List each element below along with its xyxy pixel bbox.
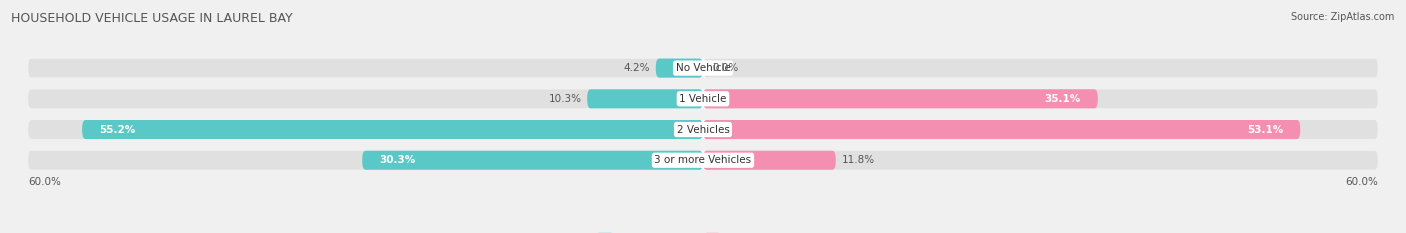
- FancyBboxPatch shape: [703, 151, 835, 170]
- FancyBboxPatch shape: [703, 120, 1301, 139]
- FancyBboxPatch shape: [28, 58, 1378, 78]
- FancyBboxPatch shape: [655, 58, 703, 78]
- Text: 55.2%: 55.2%: [98, 124, 135, 134]
- Text: 53.1%: 53.1%: [1247, 124, 1284, 134]
- FancyBboxPatch shape: [363, 151, 703, 170]
- Text: 3 or more Vehicles: 3 or more Vehicles: [654, 155, 752, 165]
- FancyBboxPatch shape: [703, 89, 1378, 108]
- FancyBboxPatch shape: [28, 120, 1378, 139]
- Text: 35.1%: 35.1%: [1045, 94, 1081, 104]
- Text: 4.2%: 4.2%: [624, 63, 650, 73]
- FancyBboxPatch shape: [28, 151, 703, 170]
- FancyBboxPatch shape: [28, 58, 703, 78]
- Text: HOUSEHOLD VEHICLE USAGE IN LAUREL BAY: HOUSEHOLD VEHICLE USAGE IN LAUREL BAY: [11, 12, 292, 25]
- FancyBboxPatch shape: [82, 120, 703, 139]
- Text: 0.0%: 0.0%: [711, 63, 738, 73]
- Text: 2 Vehicles: 2 Vehicles: [676, 124, 730, 134]
- Text: 60.0%: 60.0%: [1346, 177, 1378, 187]
- FancyBboxPatch shape: [703, 120, 1378, 139]
- FancyBboxPatch shape: [588, 89, 703, 108]
- FancyBboxPatch shape: [28, 151, 1378, 170]
- Text: No Vehicle: No Vehicle: [675, 63, 731, 73]
- FancyBboxPatch shape: [28, 120, 703, 139]
- FancyBboxPatch shape: [703, 151, 1378, 170]
- Text: 10.3%: 10.3%: [548, 94, 582, 104]
- FancyBboxPatch shape: [703, 58, 1378, 78]
- Text: 11.8%: 11.8%: [841, 155, 875, 165]
- Text: 30.3%: 30.3%: [380, 155, 415, 165]
- Legend: Owner-occupied, Renter-occupied: Owner-occupied, Renter-occupied: [595, 229, 811, 233]
- FancyBboxPatch shape: [28, 89, 703, 108]
- Text: Source: ZipAtlas.com: Source: ZipAtlas.com: [1291, 12, 1395, 22]
- Text: 60.0%: 60.0%: [28, 177, 60, 187]
- Text: 1 Vehicle: 1 Vehicle: [679, 94, 727, 104]
- FancyBboxPatch shape: [28, 89, 1378, 108]
- FancyBboxPatch shape: [703, 89, 1098, 108]
